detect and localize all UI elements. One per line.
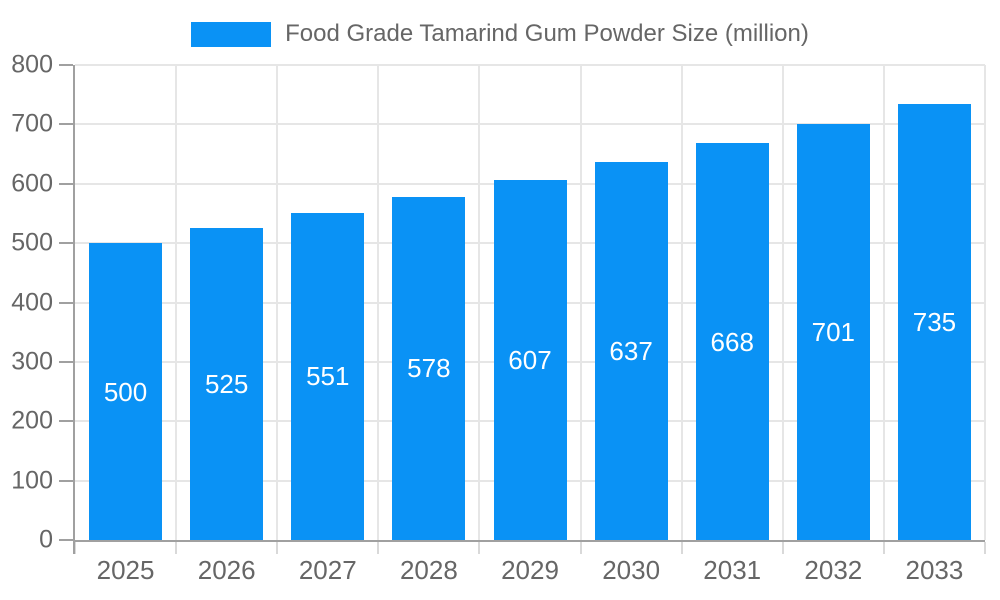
x-axis-category-label: 2033 [905, 555, 964, 585]
legend-label: Food Grade Tamarind Gum Powder Size (mil… [285, 20, 809, 47]
bar-value-label: 701 [811, 316, 856, 347]
y-axis-tick-label: 800 [11, 50, 53, 79]
gridline-vertical [781, 65, 784, 540]
y-axis-tick [59, 301, 73, 304]
bar-value-label: 637 [609, 335, 653, 366]
y-axis-tick [59, 182, 73, 185]
x-axis-tick [276, 542, 279, 554]
bar-value-label: 735 [912, 306, 957, 337]
bar-2026[interactable] [190, 228, 264, 540]
bar-value-label: 668 [710, 326, 754, 357]
bar-2029[interactable] [493, 179, 567, 540]
gridline-vertical [377, 65, 380, 540]
x-axis-tick [882, 542, 885, 554]
gridline-vertical [175, 65, 178, 540]
x-axis-category-label: 2032 [804, 555, 863, 585]
y-axis-tick [59, 360, 73, 363]
y-axis-tick [59, 539, 73, 541]
bar-2032[interactable] [796, 123, 870, 540]
bar-value-label: 578 [407, 353, 451, 384]
x-axis-tick [175, 542, 178, 554]
gridline-horizontal [75, 64, 985, 66]
y-axis-tick-label: 400 [11, 288, 53, 316]
y-axis-tick [59, 420, 73, 423]
x-axis-category-label: 2027 [298, 555, 357, 585]
legend-swatch [191, 21, 272, 47]
y-axis-tick-label: 0 [39, 525, 53, 554]
gridline-vertical [680, 65, 683, 540]
x-axis-category-label: 2029 [501, 555, 559, 585]
x-axis-origin-tick [73, 542, 75, 554]
x-axis-tick [781, 542, 784, 554]
gridline-vertical [882, 65, 885, 540]
bar-value-label: 500 [103, 376, 148, 407]
bar-2025[interactable] [89, 243, 163, 540]
gridline-vertical [579, 65, 582, 540]
y-axis-tick-label: 500 [11, 228, 53, 257]
bar-2030[interactable] [594, 161, 668, 540]
gridline-vertical [478, 65, 481, 540]
y-axis-tick [59, 64, 73, 66]
x-axis-tick [984, 542, 986, 554]
y-axis-tick [59, 242, 73, 245]
x-axis-category-label: 2031 [703, 555, 762, 585]
x-axis-category-label: 2030 [602, 555, 661, 585]
gridline-horizontal [75, 123, 985, 126]
x-axis-category-label: 2025 [96, 555, 155, 585]
bar-value-label: 525 [204, 369, 249, 400]
y-axis-tick-label: 600 [11, 169, 53, 198]
x-axis-tick [74, 542, 76, 554]
x-axis-tick [377, 542, 380, 554]
y-axis-tick [59, 479, 73, 482]
gridline-vertical [276, 65, 279, 540]
bar-2031[interactable] [695, 143, 769, 540]
y-axis-tick [59, 123, 73, 126]
legend[interactable]: Food Grade Tamarind Gum Powder Size (mil… [0, 20, 1000, 47]
y-axis-tick-label: 200 [11, 406, 53, 435]
y-axis-tick-label: 100 [11, 466, 53, 495]
bar-2028[interactable] [392, 196, 466, 540]
plot-area: 0 100 200 300 400 500 600 700 800 500 2025 525 2026 5… [11, 52, 986, 583]
gridline-vertical [984, 65, 986, 540]
bar-value-label: 607 [508, 344, 552, 375]
x-axis-category-label: 2028 [399, 555, 458, 585]
x-axis-tick [478, 542, 481, 554]
bar-value-label: 551 [306, 361, 350, 392]
bar-2033[interactable] [897, 103, 971, 540]
y-axis-tick-label: 700 [11, 109, 53, 138]
x-axis-category-label: 2026 [197, 555, 256, 585]
bar-2027[interactable] [291, 212, 365, 540]
y-axis-tick-label: 300 [11, 347, 53, 376]
x-axis-tick [680, 542, 683, 554]
x-axis-tick [579, 542, 582, 554]
